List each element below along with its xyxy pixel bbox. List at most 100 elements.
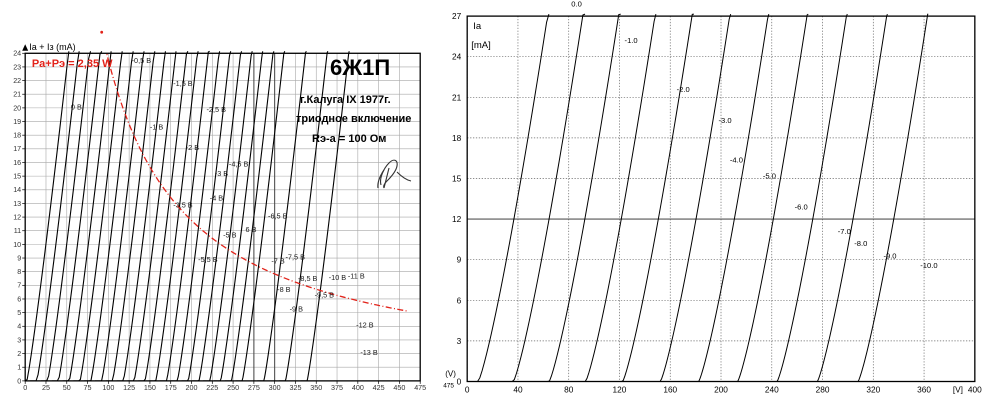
svg-text:200: 200 — [714, 385, 728, 395]
svg-text:10: 10 — [13, 240, 21, 249]
svg-text:-3,5 В: -3,5 В — [173, 201, 193, 210]
svg-text:20: 20 — [13, 103, 21, 112]
svg-text:0: 0 — [23, 383, 27, 392]
svg-text:-2.0: -2.0 — [677, 85, 690, 94]
svg-text:350: 350 — [310, 383, 322, 392]
svg-text:275: 275 — [248, 383, 260, 392]
svg-text:-8,5 В: -8,5 В — [298, 274, 318, 283]
svg-text:-1 В: -1 В — [150, 123, 164, 132]
svg-text:120: 120 — [613, 385, 627, 395]
svg-text:40: 40 — [513, 385, 523, 395]
svg-text:Pa+Pэ = 2,35 W: Pa+Pэ = 2,35 W — [32, 58, 113, 70]
svg-text:16: 16 — [13, 158, 21, 167]
svg-text:12: 12 — [13, 212, 21, 221]
svg-text:Ia: Ia — [473, 21, 482, 32]
svg-text:-3 В: -3 В — [215, 169, 229, 178]
svg-text:-5.0: -5.0 — [763, 172, 776, 181]
svg-text:100: 100 — [102, 383, 114, 392]
svg-text:-10.0: -10.0 — [920, 261, 937, 270]
svg-text:160: 160 — [663, 385, 677, 395]
svg-text:5: 5 — [17, 308, 21, 317]
svg-text:14: 14 — [13, 185, 21, 194]
svg-text:250: 250 — [227, 383, 239, 392]
svg-text:-2 В: -2 В — [186, 143, 200, 152]
svg-text:24: 24 — [13, 49, 21, 58]
svg-text:18: 18 — [452, 133, 462, 143]
svg-text:22: 22 — [13, 76, 21, 85]
svg-text:150: 150 — [144, 383, 156, 392]
svg-text:-0,5 В: -0,5 В — [132, 56, 152, 65]
svg-text:триодное включение: триодное включение — [296, 113, 411, 125]
svg-text:г.Калуга IX 1977г.: г.Калуга IX 1977г. — [300, 94, 391, 106]
svg-text:-5 В: -5 В — [223, 231, 237, 240]
svg-text:300: 300 — [269, 383, 281, 392]
svg-text:23: 23 — [13, 62, 21, 71]
svg-text:50: 50 — [63, 383, 71, 392]
svg-text:-1.0: -1.0 — [625, 36, 638, 45]
svg-text:27: 27 — [452, 11, 462, 21]
svg-text:375: 375 — [331, 383, 343, 392]
svg-text:8: 8 — [17, 267, 21, 276]
svg-text:0: 0 — [17, 376, 21, 385]
svg-text:0.0: 0.0 — [571, 0, 582, 9]
svg-text:80: 80 — [564, 385, 574, 395]
svg-text:475: 475 — [414, 383, 426, 392]
svg-text:0: 0 — [465, 385, 470, 395]
svg-text:2: 2 — [17, 349, 21, 358]
svg-text:3: 3 — [457, 336, 462, 346]
svg-text:240: 240 — [765, 385, 779, 395]
svg-text:400: 400 — [968, 385, 982, 395]
svg-text:12: 12 — [452, 214, 462, 224]
svg-text:-12 В: -12 В — [356, 321, 374, 330]
svg-text:[mA]: [mA] — [471, 40, 491, 51]
svg-text:-7.0: -7.0 — [838, 227, 851, 236]
svg-text:325: 325 — [289, 383, 301, 392]
svg-text:11: 11 — [14, 226, 21, 235]
svg-text:-8.0: -8.0 — [854, 239, 867, 248]
svg-text:Ia + Iз (mA): Ia + Iз (mA) — [29, 42, 75, 52]
svg-text:[V]: [V] — [953, 385, 963, 395]
svg-text:-13 В: -13 В — [360, 348, 378, 357]
svg-text:425: 425 — [373, 383, 385, 392]
svg-text:7: 7 — [17, 281, 21, 290]
svg-text:6 В: 6 В — [246, 225, 257, 234]
svg-text:6: 6 — [17, 294, 21, 303]
svg-text:6: 6 — [457, 295, 462, 305]
svg-text:125: 125 — [123, 383, 135, 392]
svg-text:21: 21 — [452, 92, 462, 102]
svg-text:225: 225 — [206, 383, 218, 392]
svg-text:25: 25 — [42, 383, 50, 392]
svg-text:17: 17 — [13, 144, 21, 153]
svg-text:18: 18 — [13, 131, 21, 140]
svg-text:-1,5 В: -1,5 В — [173, 79, 193, 88]
svg-text:-4.0: -4.0 — [730, 155, 743, 164]
svg-text:-4,5 В: -4,5 В — [229, 160, 249, 169]
svg-text:400: 400 — [352, 383, 364, 392]
svg-text:21: 21 — [13, 90, 21, 99]
svg-text:-4 В: -4 В — [210, 194, 224, 203]
svg-text:15: 15 — [13, 172, 21, 181]
svg-text:-3.0: -3.0 — [718, 116, 731, 125]
svg-text:-11 В: -11 В — [348, 272, 365, 281]
svg-text:0 В: 0 В — [71, 102, 82, 111]
svg-text:450: 450 — [393, 383, 405, 392]
svg-text:-7,5 В: -7,5 В — [285, 252, 305, 261]
svg-text:1: 1 — [17, 363, 21, 372]
svg-text:175: 175 — [165, 383, 177, 392]
svg-text:-9,5 В: -9,5 В — [315, 291, 335, 300]
svg-text:320: 320 — [866, 385, 880, 395]
svg-text:360: 360 — [917, 385, 931, 395]
svg-text:-6,5 В: -6,5 В — [268, 211, 288, 220]
svg-text:4: 4 — [17, 322, 21, 331]
svg-text:-9 В: -9 В — [290, 304, 304, 313]
svg-text:6Ж1П: 6Ж1П — [330, 55, 390, 80]
svg-text:-7 В: -7 В — [271, 256, 285, 265]
svg-text:19: 19 — [13, 117, 21, 126]
svg-text:15: 15 — [452, 174, 462, 184]
svg-text:-2,5 В: -2,5 В — [206, 105, 226, 114]
svg-text:9: 9 — [457, 255, 462, 265]
svg-text:3: 3 — [17, 335, 21, 344]
svg-text:-5,5 В: -5,5 В — [198, 255, 218, 264]
svg-text:0: 0 — [457, 377, 462, 387]
svg-text:200: 200 — [186, 383, 198, 392]
